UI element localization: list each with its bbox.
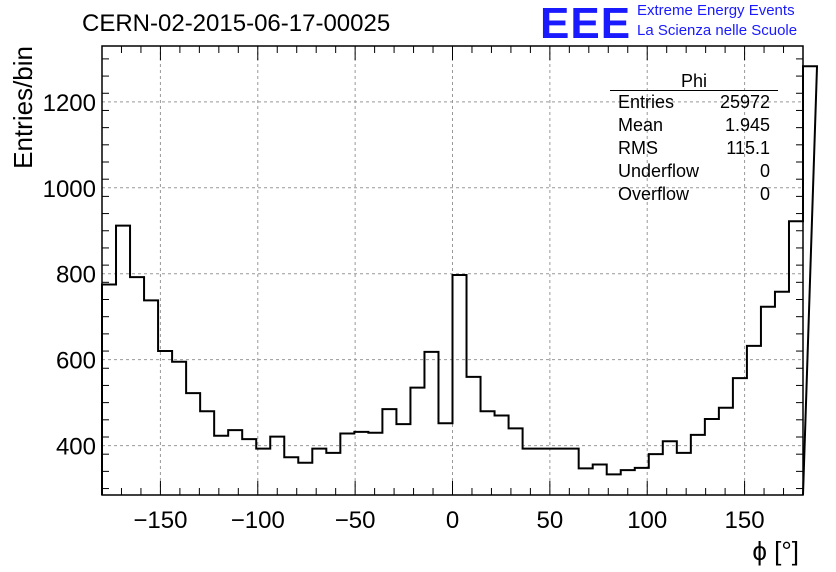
x-tick-label: −100 (231, 507, 285, 534)
logo-line-2: La Scienza nelle Scuole (637, 22, 798, 39)
y-tick-label: 600 (56, 348, 96, 375)
histogram-series (101, 65, 819, 496)
eee-logo: EEE (540, 0, 632, 48)
y-axis-label: Entries/bin (8, 46, 38, 169)
stats-row-mean: Mean 1.945 (610, 114, 778, 137)
stats-box: Phi Entries 25972 Mean 1.945 RMS 115.1 U… (610, 72, 778, 206)
x-tick-label: −50 (335, 507, 376, 534)
y-tick-label: 400 (56, 434, 96, 461)
logo-line-1: Extreme Energy Events (637, 2, 795, 19)
stats-label: RMS (618, 138, 658, 158)
x-axis-label: ϕ [°] (752, 536, 799, 566)
y-tick-label: 800 (56, 262, 96, 289)
stats-row-overflow: Overflow 0 (610, 183, 778, 206)
stats-row-rms: RMS 115.1 (610, 137, 778, 160)
y-tick-label: 1200 (43, 90, 96, 117)
stats-value: 0 (759, 184, 770, 204)
x-tick-label: 50 (537, 507, 564, 534)
y-tick-label: 1000 (43, 176, 96, 203)
plot-frame (101, 45, 804, 496)
chart-title: CERN-02-2015-06-17-00025 (82, 10, 391, 37)
stats-row-underflow: Underflow 0 (610, 160, 778, 183)
stats-value: 1.945 (724, 115, 770, 135)
x-tick-label: 0 (446, 507, 459, 534)
stats-label: Overflow (618, 184, 690, 204)
x-tick-label: 100 (627, 507, 667, 534)
stats-label: Entries (618, 92, 675, 112)
stats-title: Phi (610, 72, 778, 91)
x-tick-label: 150 (725, 507, 765, 534)
stats-value: 0 (759, 161, 770, 181)
stats-value: 25972 (719, 92, 770, 112)
x-tick-label: −150 (133, 507, 187, 534)
stats-row-entries: Entries 25972 (610, 91, 778, 114)
stats-value: 115.1 (726, 138, 770, 158)
stats-label: Underflow (618, 161, 700, 181)
stats-label: Mean (618, 115, 664, 135)
